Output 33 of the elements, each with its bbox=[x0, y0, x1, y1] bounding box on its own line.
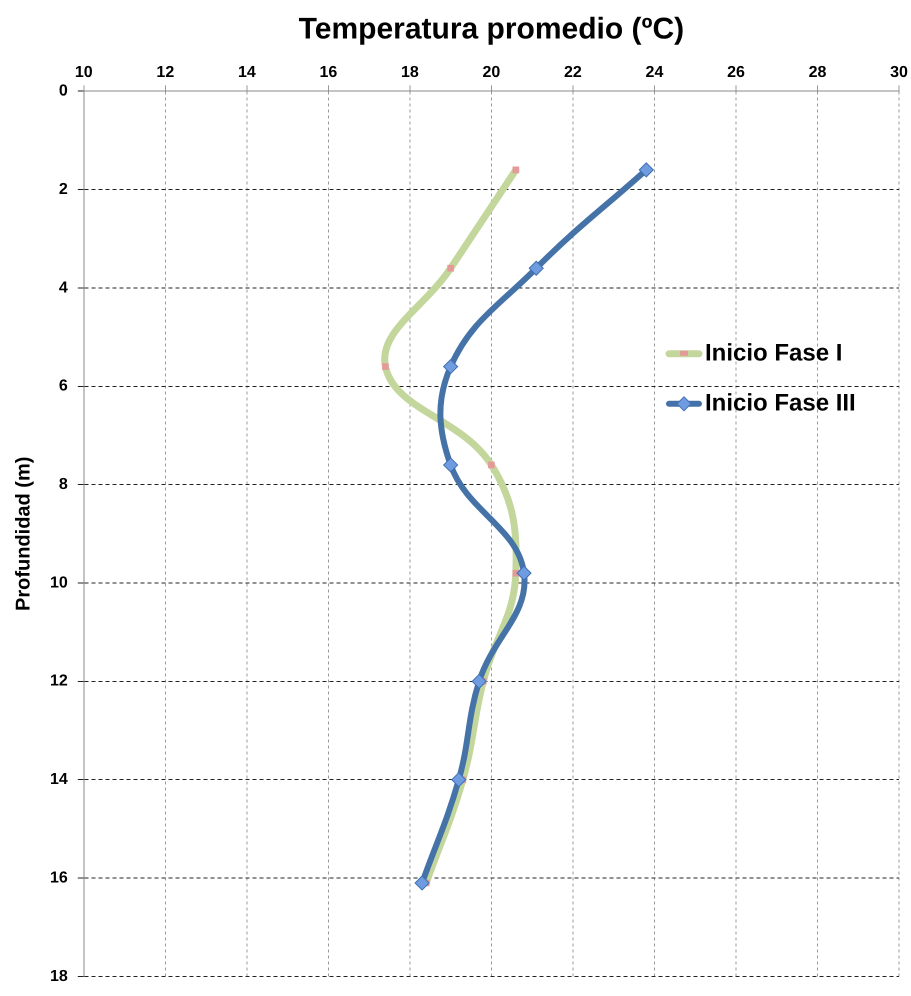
y-tick-label: 8 bbox=[58, 476, 68, 494]
x-tick-label: 28 bbox=[808, 64, 826, 82]
x-tick-label: 24 bbox=[646, 64, 664, 82]
point bbox=[443, 359, 458, 374]
point bbox=[443, 457, 458, 472]
legend-label: Inicio Fase III bbox=[705, 389, 856, 416]
x-tick-label: 22 bbox=[564, 64, 582, 82]
x-tick-label: 18 bbox=[400, 64, 419, 82]
y-tick-label: 10 bbox=[50, 574, 68, 592]
x-tick-label: 30 bbox=[890, 64, 908, 82]
x-tick-label: 10 bbox=[74, 64, 93, 82]
y-tick-label: 2 bbox=[58, 180, 68, 198]
x-tick-label: 26 bbox=[727, 64, 745, 82]
y-tick-label: 14 bbox=[50, 771, 68, 788]
legend-label: Inicio Fase I bbox=[705, 339, 842, 366]
y-tick-label: 16 bbox=[50, 869, 68, 886]
point bbox=[472, 674, 487, 689]
x-axis-title: Temperatura promedio (ºC) bbox=[298, 12, 684, 46]
y-tick-label: 12 bbox=[50, 672, 68, 690]
y-tick-label: 18 bbox=[50, 968, 68, 985]
point bbox=[638, 162, 654, 178]
x-tick-label: 20 bbox=[482, 64, 500, 82]
y-tick-label: 0 bbox=[58, 82, 68, 100]
point bbox=[528, 260, 544, 276]
point bbox=[451, 772, 466, 788]
x-tick-label: 12 bbox=[156, 64, 174, 82]
point bbox=[516, 566, 532, 581]
y-tick-label: 4 bbox=[58, 279, 68, 296]
point bbox=[414, 875, 430, 890]
x-tick-label: 14 bbox=[238, 64, 256, 82]
x-tick-label: 16 bbox=[319, 64, 338, 82]
y-tick-label: 6 bbox=[58, 378, 68, 395]
y-axis-title: Profundidad (m) bbox=[12, 456, 35, 612]
